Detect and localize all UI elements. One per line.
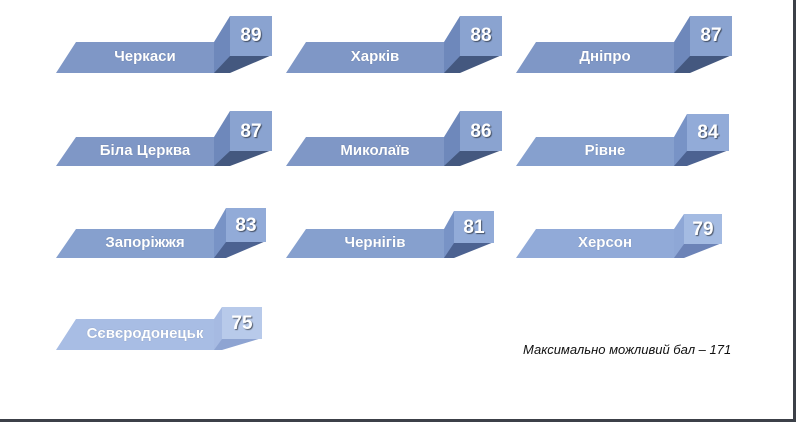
city-card-dnipro: Дніпро 87 [516,16,736,76]
city-score: 86 [470,121,492,142]
city-score: 79 [692,219,714,240]
city-card-kherson: Херсон 79 [516,214,736,274]
city-score: 75 [231,313,253,334]
city-name: Біла Церква [99,142,191,159]
card-shape [516,16,732,73]
city-card-sievierodonetsk: Сєвєродонецьк 75 [56,307,276,367]
city-name: Запоріжжя [105,234,185,251]
city-score: 81 [463,217,485,238]
card-shape [286,16,502,73]
city-card-kharkiv: Харків 88 [286,16,506,76]
card-shape [516,114,729,166]
city-name: Рівне [584,142,626,159]
card-shape [56,208,266,258]
city-name: Черкаси [114,48,176,65]
city-score: 83 [235,215,257,236]
city-name: Харків [350,48,400,65]
city-card-mykolaiv: Миколаїв 86 [286,111,506,171]
city-score: 87 [700,25,722,46]
city-name: Дніпро [579,48,631,65]
card-shape [286,211,494,258]
city-name: Миколаїв [340,142,410,159]
card-shape [286,111,502,166]
card-shape [56,307,262,350]
card-shape [56,16,272,73]
city-score: 87 [240,121,262,142]
city-card-bila-tserkva: Біла Церква 87 [56,111,276,171]
city-score: 89 [240,25,262,46]
card-shape [56,111,272,166]
city-card-chernihiv: Чернігів 81 [286,211,506,271]
city-score: 84 [697,122,719,143]
frame-right-border [793,0,796,422]
max-score-note: Максимально можливий бал – 171 [523,342,732,357]
frame-bottom-border [0,419,796,422]
city-name: Сєвєродонецьк [86,325,204,342]
city-card-cherkasy: Черкаси 89 [56,16,276,76]
city-score: 88 [470,25,492,46]
city-name: Чернігів [344,234,406,251]
city-name: Херсон [577,234,633,251]
city-card-zaporizhzhia: Запоріжжя 83 [56,208,276,268]
card-shape [516,214,722,258]
city-card-rivne: Рівне 84 [516,114,736,174]
